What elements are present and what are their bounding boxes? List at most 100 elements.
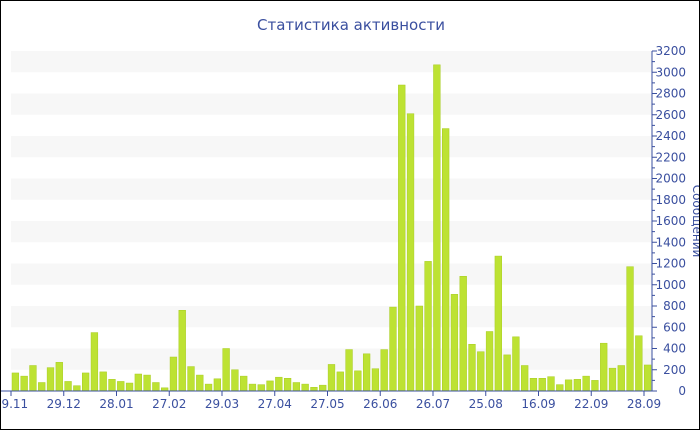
bar <box>433 64 441 392</box>
y-tick-label: 2000 <box>655 172 686 186</box>
bar <box>310 387 318 392</box>
bar <box>301 383 309 392</box>
bar <box>617 365 625 392</box>
grid-band <box>11 51 652 73</box>
bar <box>222 348 230 392</box>
bar <box>608 367 617 392</box>
x-tick-label: 25.08 <box>469 397 503 411</box>
bar <box>362 353 371 392</box>
bar <box>521 365 529 392</box>
bar <box>240 375 248 392</box>
x-tick-label: 28.01 <box>99 397 133 411</box>
bar <box>398 84 406 392</box>
x-tick-label: 27.02 <box>152 397 186 411</box>
bar <box>556 384 564 392</box>
bar <box>248 383 257 392</box>
bar <box>512 336 520 392</box>
bar <box>319 384 327 392</box>
y-tick-label: 200 <box>663 363 686 377</box>
bar <box>213 378 221 392</box>
bar <box>547 376 555 392</box>
bar <box>503 354 511 392</box>
x-tick-label: 27.04 <box>258 397 292 411</box>
bar <box>29 365 37 392</box>
bar <box>336 371 344 392</box>
bar <box>196 374 204 392</box>
bar <box>345 349 353 392</box>
bar <box>582 375 590 392</box>
x-tick-label: 29.03 <box>205 397 239 411</box>
bar <box>635 335 643 392</box>
bar <box>406 113 415 392</box>
bar <box>485 331 494 392</box>
y-tick-label: 2200 <box>655 150 686 164</box>
grid-band <box>11 93 652 115</box>
y-tick-label: 600 <box>663 320 686 334</box>
bars <box>11 64 652 392</box>
y-tick-label: 800 <box>663 299 686 313</box>
bar <box>424 261 432 392</box>
bar <box>354 370 362 392</box>
x-tick-label: 26.06 <box>363 397 397 411</box>
bar <box>529 378 538 392</box>
bar <box>292 382 301 392</box>
y-tick-label: 1600 <box>655 214 686 228</box>
bar <box>231 369 239 392</box>
bar <box>204 383 213 392</box>
bar <box>20 375 28 392</box>
bar <box>459 276 467 392</box>
y-tick-label: 2600 <box>655 108 686 122</box>
x-tick-label: 28.09 <box>627 397 661 411</box>
bar <box>468 344 476 392</box>
bar <box>371 368 380 392</box>
bar <box>275 376 283 392</box>
bar <box>442 128 450 392</box>
bar <box>266 380 274 392</box>
bar <box>125 382 134 392</box>
y-tick-label: 1800 <box>655 193 686 207</box>
bar <box>564 379 573 392</box>
y-tick-label: 1400 <box>655 235 686 249</box>
x-tick-label: 16.09 <box>521 397 555 411</box>
y-tick-label: 0 <box>678 384 686 398</box>
y-tick-label: 2800 <box>655 87 686 101</box>
bar <box>108 379 116 392</box>
bar <box>626 266 634 392</box>
y-tick-label: 3000 <box>655 65 686 79</box>
bar <box>573 379 582 392</box>
bar <box>415 305 423 392</box>
chart-title: Статистика активности <box>257 16 445 34</box>
bar <box>143 374 151 392</box>
x-tick-label: 22.09 <box>574 397 608 411</box>
x-tick-label: 29.12 <box>47 397 81 411</box>
grid-band <box>11 221 652 243</box>
y-axis: 0 200 400 600 800 1000 1200 1400 1600 1800 2000 220… <box>651 44 686 398</box>
bar <box>64 381 72 392</box>
bar <box>477 351 485 392</box>
bar <box>11 372 20 392</box>
y-tick-label: 1200 <box>655 257 686 271</box>
y-tick-label: 3200 <box>655 44 686 58</box>
bar <box>134 373 142 392</box>
bar <box>152 382 160 392</box>
bar <box>169 356 178 392</box>
bar <box>90 332 99 392</box>
bar <box>283 378 292 392</box>
y-tick-label: 2400 <box>655 129 686 143</box>
bar <box>380 349 388 392</box>
y-axis-label: Сообщений <box>690 185 700 258</box>
bar <box>178 310 186 392</box>
bar <box>538 378 546 392</box>
x-axis: 29.11 29.12 28.01 27.02 29.03 27.04 27.05 26.06… <box>1 390 661 411</box>
bar <box>389 306 397 392</box>
grid-band <box>11 178 652 200</box>
x-tick-label: 26.07 <box>416 397 450 411</box>
bar <box>46 367 55 392</box>
y-tick-label: 400 <box>663 342 686 356</box>
grid-band <box>11 263 652 285</box>
bar <box>600 342 608 392</box>
bar <box>55 362 63 392</box>
bar <box>494 255 502 392</box>
